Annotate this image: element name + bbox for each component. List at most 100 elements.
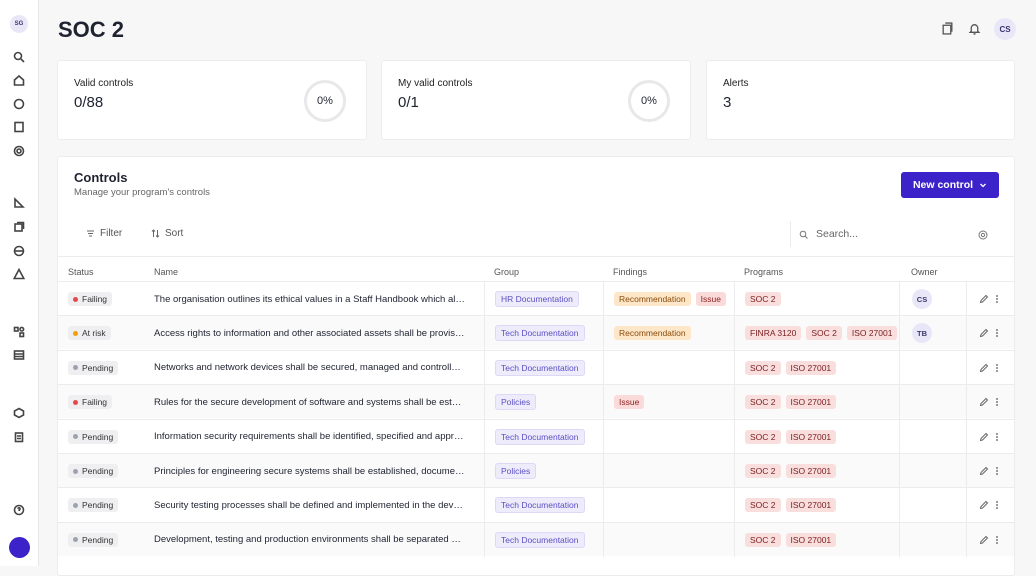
cell-divider <box>899 282 900 316</box>
cell-divider <box>603 488 604 523</box>
cell-divider <box>966 385 967 420</box>
program-tag: SOC 2 <box>806 326 842 341</box>
help-icon[interactable] <box>13 503 25 516</box>
filter-button[interactable]: Filter <box>86 228 122 239</box>
search-icon[interactable] <box>13 50 25 63</box>
integrations-icon[interactable] <box>13 325 25 338</box>
name-cell: Networks and network devices shall be se… <box>154 351 461 385</box>
table-row[interactable]: Pending Principles for engineering secure… <box>58 453 1014 488</box>
control-name[interactable]: Development, testing and production envi… <box>154 534 461 546</box>
name-cell: The organisation outlines its ethical va… <box>154 282 465 316</box>
status-cell: Pending <box>68 454 119 488</box>
control-name[interactable]: Security testing processes shall be defi… <box>154 499 463 511</box>
more-button[interactable] <box>994 432 1000 442</box>
status-dot <box>73 399 78 405</box>
edit-button[interactable] <box>979 500 989 510</box>
section-title: Controls <box>74 170 128 185</box>
workspace-avatar[interactable]: SG <box>10 15 28 33</box>
cell-divider <box>484 419 485 454</box>
cell-divider <box>734 350 735 385</box>
risks-icon[interactable] <box>12 267 26 280</box>
more-button[interactable] <box>994 363 1000 373</box>
edit-button[interactable] <box>979 535 989 545</box>
home-icon[interactable] <box>13 73 25 86</box>
table-settings-button[interactable] <box>977 228 989 240</box>
table-row[interactable]: Failing The organisation outlines its eth… <box>58 281 1014 316</box>
cell-divider <box>734 419 735 454</box>
edit-button[interactable] <box>979 397 989 407</box>
group-tag: Policies <box>495 394 537 411</box>
controls-icon[interactable] <box>13 120 25 133</box>
cell-divider <box>899 454 900 488</box>
edit-button[interactable] <box>979 294 989 304</box>
control-name[interactable]: Rules for the secure development of soft… <box>154 396 462 408</box>
program-tag: ISO 27001 <box>785 429 837 444</box>
column-header: Programs <box>744 267 784 277</box>
programs-cell: SOC 2 ISO 27001 <box>745 488 837 522</box>
cell-divider <box>484 316 485 351</box>
control-name[interactable]: Networks and network devices shall be se… <box>154 362 461 374</box>
new-control-button[interactable]: New control <box>901 172 999 198</box>
edit-button[interactable] <box>979 466 989 476</box>
cell-divider <box>603 350 604 385</box>
cell-divider <box>484 385 485 420</box>
stat-value: 3 <box>723 94 732 111</box>
cell-divider <box>484 454 485 488</box>
findings-cell: Issue <box>614 385 645 419</box>
program-tag: SOC 2 <box>745 532 781 547</box>
cell-divider <box>899 488 900 523</box>
status-label: Pending <box>82 362 114 373</box>
notifications-button[interactable] <box>968 22 981 35</box>
documents-icon[interactable] <box>13 220 25 232</box>
program-tag: SOC 2 <box>745 464 781 478</box>
program-tag: ISO 27001 <box>785 360 837 375</box>
assets-icon[interactable] <box>13 406 25 419</box>
edit-button[interactable] <box>979 363 989 373</box>
control-name[interactable]: Principles for engineering secure system… <box>154 465 465 477</box>
sort-button[interactable]: Sort <box>151 228 183 239</box>
more-button[interactable] <box>994 294 1000 304</box>
sidebar: SG <box>0 0 39 566</box>
audit-icon[interactable] <box>13 430 25 443</box>
reports-icon[interactable] <box>13 196 25 208</box>
search-box[interactable]: Search... <box>790 221 960 247</box>
program-tag: SOC 2 <box>745 360 781 375</box>
findings-cell: Recommendation Issue <box>614 282 726 316</box>
more-button[interactable] <box>994 328 1000 338</box>
table-row[interactable]: At risk Access rights to information and … <box>58 315 1014 351</box>
status-cell: Failing <box>68 282 113 316</box>
name-cell: Rules for the secure development of soft… <box>154 385 461 419</box>
status-cell: Pending <box>68 420 119 454</box>
more-button[interactable] <box>994 466 1000 476</box>
table-row[interactable]: Pending Development, testing and producti… <box>58 521 1014 557</box>
table-row[interactable]: Failing Rules for the secure development … <box>58 384 1014 420</box>
brand-logo[interactable] <box>9 537 30 558</box>
column-header: Name <box>154 267 179 277</box>
findings-cell: Recommendation <box>614 316 691 350</box>
cell-divider <box>603 419 604 454</box>
control-name[interactable]: The organisation outlines its ethical va… <box>154 293 465 305</box>
more-button[interactable] <box>994 500 1000 510</box>
control-name[interactable]: Access rights to information and other a… <box>154 327 465 339</box>
table-row[interactable]: Pending Networks and network devices shal… <box>58 349 1014 385</box>
program-tag: SOC 2 <box>745 292 781 306</box>
cell-divider <box>966 488 967 523</box>
row-actions <box>979 420 1000 454</box>
programs-icon[interactable] <box>13 97 25 110</box>
table-row[interactable]: Pending Information security requirements… <box>58 418 1014 454</box>
edit-button[interactable] <box>979 328 989 338</box>
settings-icon[interactable] <box>13 144 25 157</box>
tables-icon[interactable] <box>13 348 25 360</box>
vendors-icon[interactable] <box>13 244 25 257</box>
user-avatar[interactable]: CS <box>994 18 1016 40</box>
owner-avatar: CS <box>912 289 932 309</box>
more-button[interactable] <box>994 535 1000 545</box>
control-name[interactable]: Information security requirements shall … <box>154 431 464 443</box>
program-tag: SOC 2 <box>745 498 781 513</box>
documents-button[interactable] <box>941 22 954 35</box>
cell-divider <box>484 282 485 316</box>
edit-button[interactable] <box>979 432 989 442</box>
table-row[interactable]: Pending Security testing processes shall … <box>58 487 1014 523</box>
more-button[interactable] <box>994 397 1000 407</box>
status-dot <box>73 537 78 543</box>
